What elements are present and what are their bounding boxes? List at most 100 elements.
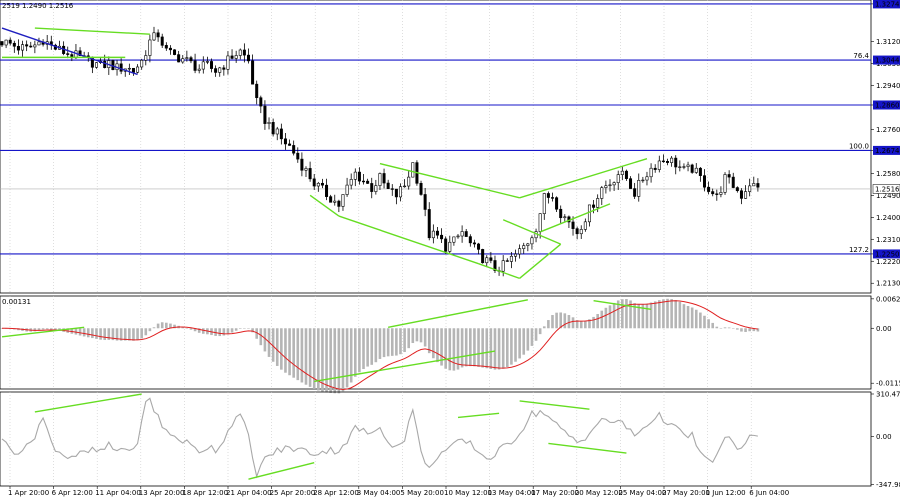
macd-bar bbox=[189, 328, 193, 330]
macd-panel: 0.00131 bbox=[0, 295, 872, 394]
macd-bar bbox=[214, 328, 217, 336]
x-tick-label: 1 Jun 12:00 bbox=[706, 489, 746, 497]
candle-body bbox=[66, 53, 70, 55]
price-panel: 76.4 100.0 127.2 2519 1.2490 1.2516 bbox=[0, 0, 872, 294]
x-axis: 1 Apr 20:00 6 Apr 12:00 11 Apr 04:0013 Apr… bbox=[8, 486, 789, 497]
macd-bar bbox=[165, 322, 168, 329]
candle-body bbox=[608, 184, 612, 187]
candle-body bbox=[370, 183, 374, 192]
macd-bar bbox=[526, 328, 530, 351]
candle-body bbox=[440, 234, 444, 240]
level-price-tag bbox=[873, 100, 900, 110]
candle-body bbox=[563, 216, 567, 219]
candle-body bbox=[164, 45, 168, 49]
macd-bar bbox=[230, 328, 234, 333]
candle-body bbox=[403, 185, 407, 188]
macd-bar bbox=[686, 306, 690, 329]
candle-body bbox=[460, 231, 464, 237]
macd-bar bbox=[156, 323, 160, 329]
macd-bar bbox=[160, 322, 164, 329]
candle-body bbox=[575, 228, 579, 235]
candle-body bbox=[645, 176, 649, 181]
candle-body bbox=[649, 167, 653, 178]
macd-bar bbox=[107, 328, 111, 340]
macd-bar bbox=[169, 323, 172, 329]
candle-body bbox=[587, 204, 591, 223]
trend-line bbox=[548, 442, 627, 454]
candle-body bbox=[329, 196, 333, 203]
macd-bar bbox=[616, 300, 620, 329]
price-tick-label: 1.2490 bbox=[876, 192, 900, 200]
macd-bar bbox=[469, 328, 472, 367]
candle-body bbox=[193, 60, 197, 71]
candle-body bbox=[394, 188, 398, 198]
macd-bar bbox=[284, 328, 287, 373]
candle-body bbox=[707, 186, 711, 192]
candle-body bbox=[583, 221, 587, 230]
macd-bar bbox=[243, 328, 246, 329]
x-tick-label: 3 May 04:00 bbox=[357, 489, 401, 497]
level-fib-tag: 76.4 bbox=[853, 52, 869, 60]
macd-bar bbox=[440, 328, 443, 366]
macd-bar bbox=[263, 328, 267, 352]
macd-bar bbox=[337, 328, 341, 394]
macd-bar bbox=[275, 328, 279, 366]
macd-bar bbox=[407, 328, 411, 349]
candle-body bbox=[353, 171, 357, 180]
macd-bar bbox=[551, 315, 554, 329]
osc-tick-label: -347.9816 bbox=[876, 481, 900, 489]
macd-bar bbox=[382, 328, 386, 358]
candle-body bbox=[522, 245, 526, 249]
macd-bar bbox=[234, 328, 238, 331]
macd-bar bbox=[419, 328, 423, 343]
macd-bar bbox=[91, 328, 94, 339]
macd-bar bbox=[538, 328, 542, 335]
candle-body bbox=[103, 60, 107, 68]
macd-bar bbox=[653, 301, 657, 329]
candle-body bbox=[320, 182, 324, 186]
macd-bar bbox=[399, 328, 402, 355]
candle-body bbox=[530, 237, 534, 245]
macd-bar bbox=[54, 328, 57, 331]
macd-bar bbox=[699, 312, 702, 329]
candle-body bbox=[464, 231, 468, 237]
macd-tick-label: 0.00 bbox=[876, 325, 892, 333]
price-tick-label: 1.2940 bbox=[876, 82, 900, 90]
macd-bar bbox=[115, 328, 119, 341]
current-price-tag bbox=[872, 184, 900, 194]
level-fib-tag: 127.2 bbox=[849, 246, 869, 254]
candle-body bbox=[550, 197, 554, 199]
candle-body bbox=[362, 180, 366, 183]
macd-bar bbox=[45, 328, 49, 330]
macd-bar bbox=[325, 328, 328, 393]
macd-bar bbox=[604, 307, 608, 329]
price-tick-label: 1.2580 bbox=[876, 170, 900, 178]
candle-body bbox=[661, 160, 665, 163]
price-tick-label: 1.2130 bbox=[876, 280, 900, 288]
candle-body bbox=[674, 157, 678, 168]
macd-bar bbox=[592, 316, 595, 329]
macd-bar bbox=[485, 328, 489, 369]
candle-body bbox=[267, 122, 271, 124]
candle-body bbox=[242, 49, 246, 56]
current-price-label: 1.2516 bbox=[875, 185, 900, 193]
trend-line bbox=[309, 194, 340, 217]
candle-body bbox=[682, 166, 686, 168]
candle-body bbox=[596, 198, 600, 208]
macd-bar bbox=[321, 328, 324, 392]
candle-body bbox=[292, 145, 296, 154]
macd-bar bbox=[501, 328, 505, 369]
candle-body bbox=[423, 194, 427, 210]
macd-bar bbox=[259, 328, 263, 346]
macd-bar bbox=[510, 328, 513, 365]
candle-body bbox=[308, 168, 312, 180]
candle-body bbox=[448, 241, 452, 252]
macd-bar bbox=[148, 328, 152, 332]
macd-bar bbox=[514, 328, 517, 362]
macd-bar bbox=[238, 328, 242, 329]
macd-bar bbox=[670, 299, 673, 329]
macd-bar bbox=[390, 328, 394, 356]
macd-bar bbox=[641, 304, 645, 329]
macd-bar bbox=[464, 328, 468, 367]
macd-bar bbox=[349, 328, 353, 383]
